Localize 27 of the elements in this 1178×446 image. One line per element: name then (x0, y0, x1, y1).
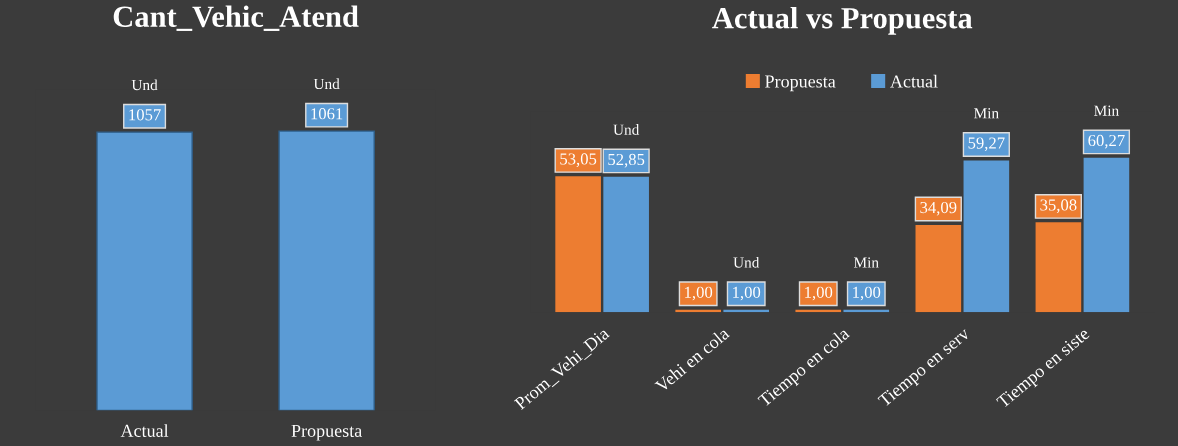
bar (555, 176, 601, 313)
annotation: Und (733, 256, 760, 268)
legend-label: Actual (890, 74, 938, 88)
annotation: Und (313, 78, 340, 90)
data-label: 1,00 (733, 286, 761, 301)
annotation: Und (131, 79, 158, 91)
data-label: 1,00 (805, 286, 833, 301)
x-tick-label: Vehi en cola (654, 326, 731, 394)
annotation: Min (974, 108, 999, 119)
data-label: 1,00 (853, 286, 881, 301)
data-label: 34,09 (920, 201, 957, 216)
data-label: 60,27 (1088, 134, 1125, 149)
annotation: Und (613, 124, 640, 135)
annotation: Min (1094, 105, 1119, 116)
data-label: 35,08 (1040, 199, 1077, 214)
legend-label: Propuesta (765, 75, 836, 92)
data-label: 1057 (129, 109, 161, 121)
bar (963, 160, 1010, 313)
chart-title: Cant_Vehic_Atend (113, 5, 359, 31)
bar (1035, 222, 1082, 313)
data-label: 59,27 (968, 137, 1005, 152)
data-label: 53,05 (560, 153, 597, 167)
data-label: 52,85 (608, 153, 645, 168)
annotation: Min (853, 257, 879, 268)
chart-title: Actual vs Propuesta (712, 6, 973, 35)
data-label: 1061 (311, 108, 343, 120)
data-label: 1,00 (685, 286, 713, 301)
